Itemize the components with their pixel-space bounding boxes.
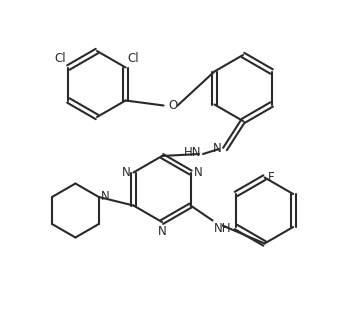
Text: N: N [213,141,222,155]
Text: NH: NH [214,221,231,235]
Text: N: N [158,225,166,238]
Text: N: N [101,190,109,204]
Text: F: F [268,171,274,184]
Text: Cl: Cl [55,52,66,64]
Text: N: N [193,166,202,179]
Text: O: O [168,99,177,112]
Text: N: N [122,166,130,179]
Text: Cl: Cl [127,52,139,64]
Text: HN: HN [184,146,201,160]
